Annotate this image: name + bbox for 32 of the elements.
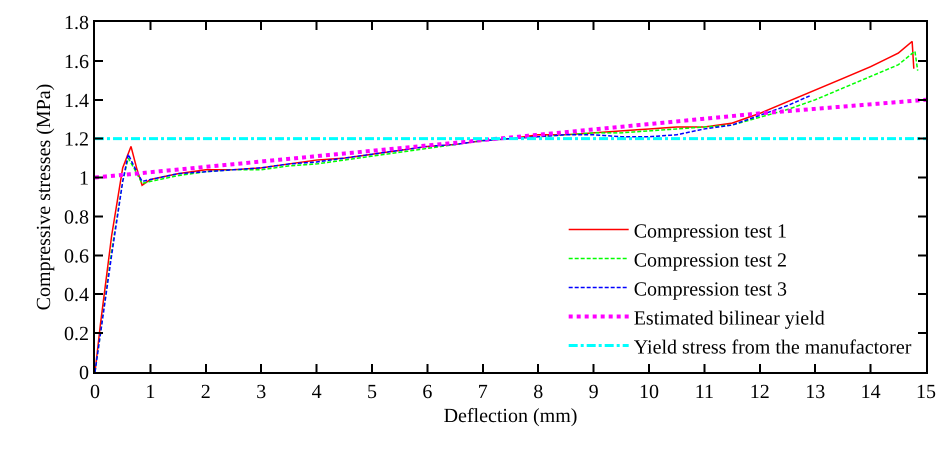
x-tick-label: 6 [422, 381, 432, 403]
x-tick-label: 9 [588, 381, 599, 403]
x-tick-label: 7 [478, 381, 488, 403]
x-tick-label: 5 [367, 381, 377, 403]
x-tick-label: 1 [145, 381, 156, 403]
legend-label: Compression test 3 [634, 278, 788, 300]
y-tick-label: 0.2 [64, 323, 89, 346]
legend-label: Compression test 1 [634, 220, 788, 242]
x-axis-title: Deflection (mm) [444, 405, 578, 427]
x-tick-label: 15 [916, 381, 936, 403]
y-tick-label: 0.4 [64, 284, 89, 306]
y-tick-label: 1.4 [64, 90, 89, 112]
y-tick-label: 0.6 [64, 245, 89, 268]
legend-label: Yield stress from the manufactorer [634, 336, 912, 358]
y-tick-label: 0 [79, 362, 89, 384]
legend-label: Compression test 2 [634, 249, 788, 272]
x-tick-label: 12 [750, 381, 770, 403]
y-tick-label: 1.6 [64, 50, 89, 73]
x-tick-label: 2 [200, 381, 211, 403]
y-axis-title: Compressive stresses (MPa) [33, 84, 55, 310]
x-tick-label: 10 [639, 381, 659, 403]
legend-label: Estimated bilinear yield [634, 307, 825, 330]
x-tick-label: 11 [694, 381, 714, 403]
y-tick-label: 1.2 [64, 128, 89, 151]
x-tick-label: 4 [312, 381, 322, 403]
y-tick-label: 0.8 [64, 206, 89, 228]
x-tick-label: 8 [533, 381, 544, 403]
y-tick-label: 1 [79, 168, 89, 190]
x-tick-label: 13 [805, 381, 826, 403]
x-tick-label: 3 [256, 381, 266, 403]
y-tick-label: 1.8 [64, 12, 89, 34]
x-tick-label: 14 [860, 381, 881, 403]
